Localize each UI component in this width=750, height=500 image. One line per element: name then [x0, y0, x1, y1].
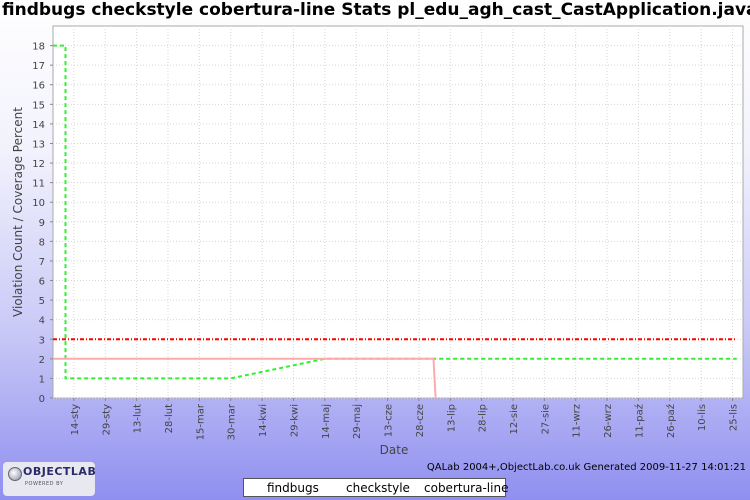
legend-label-findbugs: findbugs [267, 481, 319, 495]
y-tick-label: 12 [32, 159, 45, 170]
grid-lines [53, 26, 743, 399]
y-tick-label: 8 [39, 237, 45, 248]
x-tick-label: 14-kwi [258, 404, 269, 437]
x-tick-label: 30-mar [227, 403, 238, 440]
x-tick-label: 13-lip [446, 404, 457, 432]
x-tick-label: 26-wrz [603, 404, 614, 438]
y-tick-label: 9 [39, 218, 45, 229]
y-tick-label: 7 [39, 257, 45, 268]
legend-item-cobertura-line: cobertura-line [405, 481, 508, 495]
x-tick-label: 26-paź [665, 404, 677, 438]
objectlab-logo: OBJECTLAB POWERED BY [3, 462, 97, 496]
footer-generated-text: QALab 2004+,ObjectLab.co.uk Generated 20… [426, 462, 746, 473]
x-tick-label: 28-lut [164, 404, 175, 433]
chart-title: findbugs checkstyle cobertura-line Stats… [2, 0, 750, 20]
y-tick-label: 5 [39, 296, 45, 307]
legend-item-findbugs: findbugs [248, 481, 328, 495]
x-tick-label: 13-lut [133, 404, 144, 433]
x-tick-label: 27-sie [540, 404, 551, 434]
x-tick-label: 29-maj [352, 404, 363, 439]
plot-area [52, 25, 744, 399]
legend-label-checkstyle: checkstyle [346, 481, 410, 495]
y-tick-label: 11 [32, 179, 45, 190]
chart-legend: findbugs checkstyle cobertura-line [243, 478, 508, 497]
x-tick-label: 12-sie [509, 404, 520, 434]
y-tick-label: 13 [32, 139, 45, 150]
x-tick-label: 11-wrz [572, 404, 583, 438]
x-tick-label: 14-maj [321, 404, 332, 439]
x-tick-label: 29-kwi [289, 404, 300, 437]
x-axis: 14-sty 29-sty 13-lut 28-lut 15-mar 30-mar 14-k… [70, 398, 740, 440]
x-tick-label: 15-mar [195, 403, 206, 440]
y-tick-label: 6 [39, 277, 45, 288]
logo-brand: OBJECTLAB [23, 465, 97, 478]
objectlab-logo-icon [8, 467, 22, 481]
series-lines [53, 44, 737, 399]
y-tick-label: 17 [32, 61, 45, 72]
y-tick-label: 1 [39, 374, 45, 385]
x-tick-label: 11-paź [633, 404, 645, 438]
x-tick-label: 14-sty [70, 404, 81, 435]
x-tick-label: 28-lip [478, 404, 489, 432]
x-tick-label: 25-lis [729, 404, 740, 431]
y-tick-label: 2 [39, 355, 45, 366]
legend-label-cobertura-line: cobertura-line [424, 481, 509, 495]
y-tick-label: 16 [32, 81, 45, 92]
y-tick-label: 0 [39, 394, 45, 405]
y-tick-label: 15 [32, 100, 45, 111]
y-tick-label: 3 [39, 335, 45, 346]
x-axis-label: Date [380, 443, 409, 457]
x-tick-label: 13-cze [384, 404, 395, 437]
y-tick-label: 4 [39, 316, 45, 327]
x-tick-label: 10-lis [697, 404, 708, 431]
y-tick-label: 14 [32, 120, 45, 131]
x-tick-label: 29-sty [101, 404, 112, 435]
y-tick-label: 10 [32, 198, 45, 209]
series-line-cobertura-line [53, 357, 437, 399]
x-tick-label: 28-cze [415, 404, 426, 437]
y-tick-label: 18 [32, 42, 45, 53]
legend-item-checkstyle: checkstyle [327, 481, 417, 495]
logo-tagline: POWERED BY [25, 481, 64, 487]
y-axis-label: Violation Count / Coverage Percent [11, 107, 25, 317]
